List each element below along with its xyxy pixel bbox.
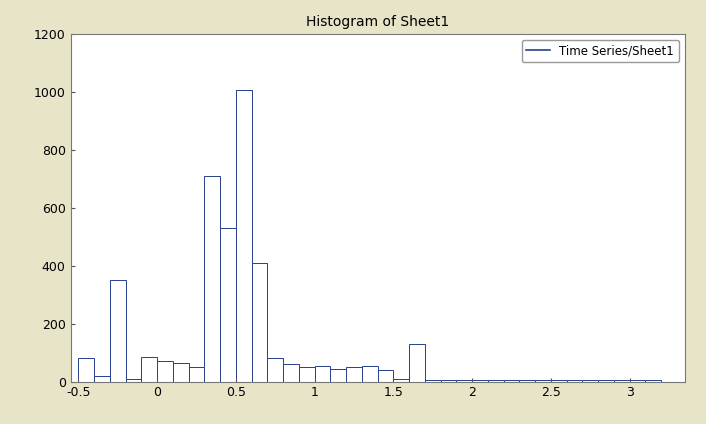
Bar xyxy=(645,380,662,382)
Bar xyxy=(220,228,236,382)
Bar xyxy=(94,376,110,382)
Bar xyxy=(630,380,645,382)
Bar xyxy=(330,368,346,382)
Bar xyxy=(346,367,362,382)
Bar xyxy=(582,380,598,382)
Title: Histogram of Sheet1: Histogram of Sheet1 xyxy=(306,14,449,28)
Bar xyxy=(236,90,252,382)
Bar xyxy=(141,357,157,382)
Bar xyxy=(157,361,173,382)
Bar xyxy=(472,380,488,382)
Bar xyxy=(252,263,268,382)
Bar xyxy=(268,358,283,382)
Bar xyxy=(457,380,472,382)
Bar xyxy=(393,379,409,382)
Bar xyxy=(110,280,126,382)
Bar xyxy=(205,176,220,382)
Bar xyxy=(299,367,315,382)
Bar xyxy=(598,380,614,382)
Bar xyxy=(503,380,520,382)
Bar xyxy=(173,363,189,382)
Bar xyxy=(551,380,567,382)
Bar xyxy=(520,380,535,382)
Bar xyxy=(283,364,299,382)
Bar xyxy=(126,379,141,382)
Bar xyxy=(189,367,205,382)
Bar xyxy=(425,380,441,382)
Bar xyxy=(441,380,457,382)
Bar xyxy=(614,380,630,382)
Bar xyxy=(78,358,94,382)
Legend: Time Series/Sheet1: Time Series/Sheet1 xyxy=(522,40,679,62)
Bar xyxy=(488,380,503,382)
Bar xyxy=(362,365,378,382)
Bar xyxy=(409,344,425,382)
Bar xyxy=(567,380,582,382)
Bar xyxy=(315,365,330,382)
Bar xyxy=(378,370,393,382)
Bar xyxy=(535,380,551,382)
